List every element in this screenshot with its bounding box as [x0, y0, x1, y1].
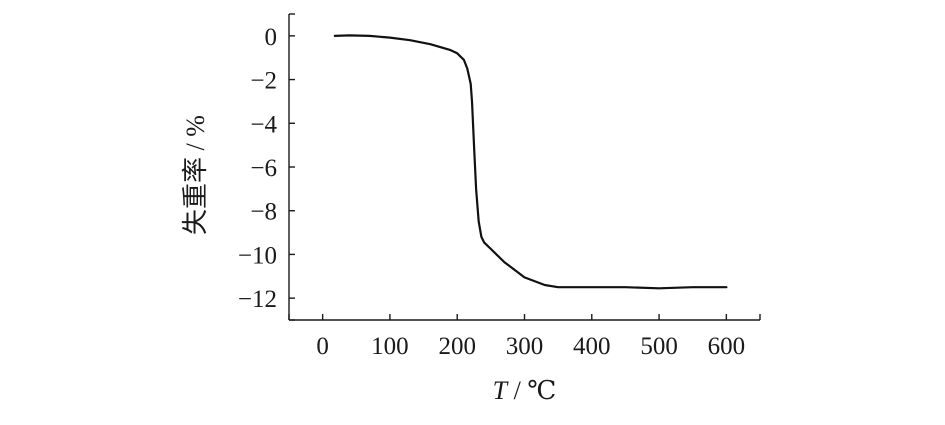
y-tick-label: −2: [250, 68, 277, 95]
x-axis-unit: / ℃: [507, 376, 556, 405]
y-tick-label: −4: [250, 111, 277, 138]
x-axis-variable: T: [493, 376, 509, 405]
x-tick-label: 100: [371, 333, 409, 360]
x-tick-label: 300: [506, 333, 544, 360]
x-tick-label: 500: [640, 333, 678, 360]
y-tick-label: −8: [250, 199, 277, 226]
x-tick-label: 0: [316, 333, 329, 360]
x-tick-label: 400: [573, 333, 611, 360]
y-tick-label: 0: [265, 24, 278, 51]
ticks: 0 100 200 300 400 500 600 0 −2 −4 −6 −8 −10 −12: [238, 13, 761, 360]
y-axis-label: 失重率 / %: [181, 115, 210, 235]
y-tick-label: −12: [238, 286, 277, 313]
axes: [288, 14, 760, 321]
x-tick-label: 200: [438, 333, 476, 360]
series-line-0: [333, 34, 728, 290]
y-tick-label: −10: [238, 242, 277, 269]
series: [333, 34, 728, 290]
x-tick-label: 600: [708, 333, 746, 360]
y-tick-label: −6: [250, 155, 277, 182]
x-axis-label: T / ℃: [493, 376, 557, 405]
